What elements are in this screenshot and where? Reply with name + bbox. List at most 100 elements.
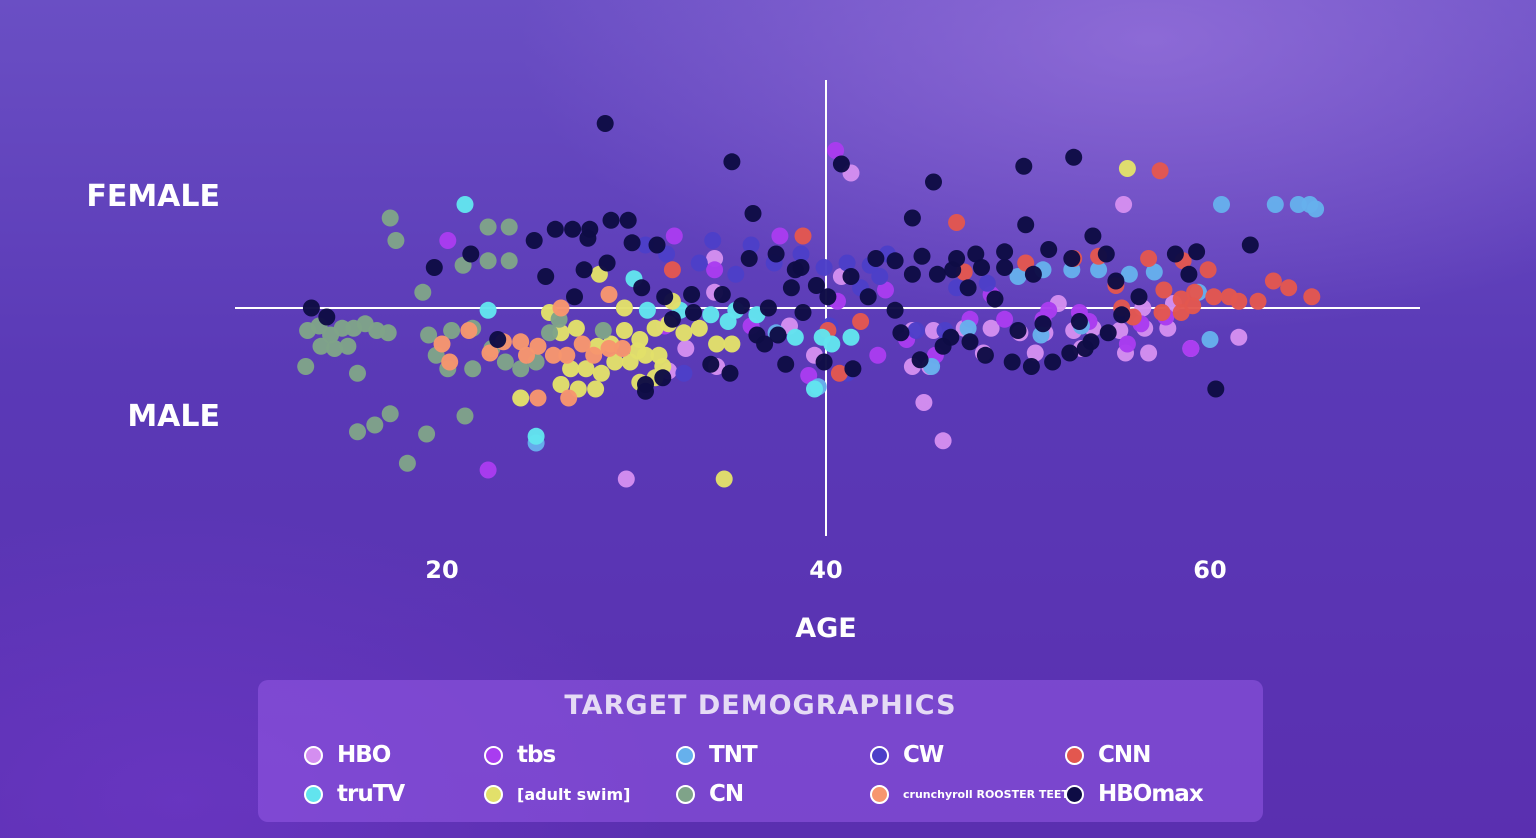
data-point	[806, 380, 823, 398]
legend-item: crunchyroll ROOSTER TEETH	[870, 779, 1078, 809]
data-point	[744, 205, 762, 222]
data-point	[807, 277, 825, 294]
legend-item: tbs	[484, 740, 556, 770]
data-point	[719, 313, 737, 330]
data-point	[573, 335, 591, 353]
data-point	[512, 360, 530, 378]
data-point	[1188, 243, 1206, 261]
data-point	[615, 299, 633, 317]
data-point	[529, 337, 547, 355]
data-point	[1097, 245, 1115, 263]
data-point	[1199, 261, 1217, 279]
data-point	[441, 353, 459, 371]
data-point	[1140, 250, 1158, 267]
legend-label: TNT	[709, 742, 758, 768]
data-point	[512, 389, 530, 407]
data-point	[617, 470, 635, 488]
data-point	[527, 427, 545, 445]
data-point	[959, 279, 977, 297]
data-point	[928, 265, 946, 283]
data-point	[500, 252, 518, 270]
data-point	[913, 247, 931, 265]
data-point	[948, 250, 966, 267]
data-point	[777, 355, 795, 373]
data-point	[767, 245, 785, 263]
legend-label: CW	[903, 742, 944, 768]
data-point	[1241, 236, 1259, 254]
data-point	[663, 261, 681, 279]
data-point	[339, 337, 357, 355]
data-point	[886, 252, 904, 270]
data-point	[600, 286, 618, 303]
data-point	[715, 470, 733, 488]
y-label-male: MALE	[127, 399, 220, 434]
data-point	[915, 394, 933, 411]
data-point	[973, 259, 990, 276]
data-point	[976, 346, 994, 364]
data-point	[496, 353, 514, 371]
data-point	[1230, 328, 1248, 346]
data-point	[1022, 358, 1040, 375]
data-point	[381, 209, 399, 227]
x-tick-label: 60	[1193, 556, 1226, 584]
data-point	[794, 304, 812, 321]
data-point	[552, 376, 570, 393]
data-point	[585, 346, 603, 364]
data-point	[479, 301, 497, 319]
data-point	[723, 153, 741, 171]
data-point	[318, 308, 336, 326]
data-point	[708, 335, 726, 353]
data-point	[1145, 263, 1163, 281]
data-point	[456, 407, 474, 425]
legend-item: [adult swim]	[484, 779, 630, 809]
data-point	[537, 268, 555, 285]
data-point	[525, 232, 543, 249]
data-point	[838, 254, 856, 272]
data-point	[996, 243, 1014, 261]
data-point	[1026, 344, 1044, 362]
data-point	[398, 454, 416, 472]
data-point	[479, 461, 497, 479]
data-point	[1061, 344, 1079, 362]
data-point	[907, 322, 925, 339]
data-point	[782, 279, 800, 297]
data-point	[794, 227, 812, 245]
data-point	[769, 326, 787, 344]
data-point	[596, 115, 614, 132]
data-point	[690, 319, 708, 337]
data-point	[948, 214, 966, 231]
data-point	[500, 218, 518, 236]
data-point	[959, 319, 977, 337]
data-point	[1155, 281, 1173, 299]
data-point	[1301, 196, 1319, 213]
data-point	[683, 286, 701, 303]
data-point	[614, 340, 631, 357]
data-point	[886, 301, 904, 319]
data-point	[312, 337, 330, 355]
data-point	[967, 245, 985, 263]
data-point	[433, 335, 451, 353]
data-point	[961, 333, 979, 351]
data-point	[759, 299, 777, 317]
legend-swatch	[304, 745, 323, 765]
data-point	[1182, 340, 1200, 357]
data-point	[1113, 306, 1131, 324]
data-point	[704, 232, 722, 249]
data-point	[925, 173, 942, 191]
legend-item: CNN	[1065, 740, 1151, 770]
y-label-female: FEMALE	[86, 179, 220, 214]
data-point	[1009, 322, 1027, 339]
data-point	[723, 335, 741, 353]
data-point	[1040, 241, 1058, 258]
data-point	[663, 310, 681, 328]
data-point	[877, 281, 894, 299]
data-point	[1180, 265, 1198, 283]
data-point	[675, 324, 693, 342]
data-point	[1009, 268, 1027, 285]
data-point	[690, 254, 708, 272]
data-point	[677, 340, 695, 357]
data-point	[546, 220, 564, 238]
data-point	[871, 268, 889, 285]
data-point	[1107, 272, 1125, 290]
data-point	[685, 304, 702, 321]
